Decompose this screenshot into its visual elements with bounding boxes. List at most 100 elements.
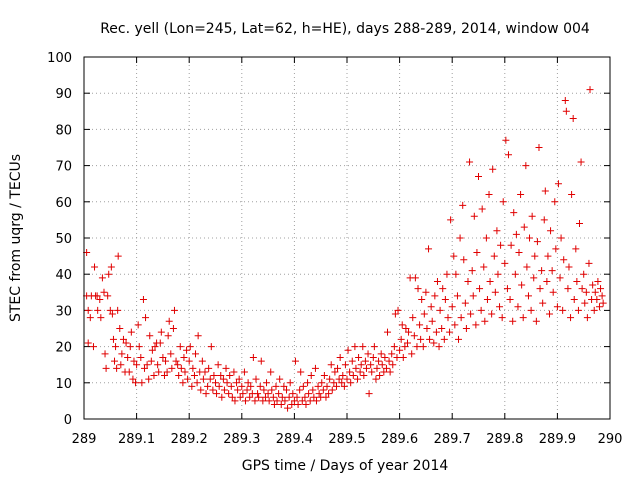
data-point: [272, 382, 280, 390]
data-point: [145, 375, 153, 383]
data-point: [589, 281, 597, 289]
data-point: [524, 292, 532, 300]
data-point: [296, 386, 304, 394]
data-point: [275, 390, 283, 398]
data-point: [170, 306, 178, 314]
data-point: [385, 357, 393, 365]
data-point: [428, 317, 436, 325]
data-point: [368, 368, 376, 376]
data-point: [276, 375, 284, 383]
data-point: [370, 343, 378, 351]
data-point: [481, 317, 489, 325]
data-point: [560, 256, 568, 264]
data-point: [354, 375, 362, 383]
data-point: [84, 306, 92, 314]
data-point: [283, 386, 291, 394]
data-point: [118, 350, 126, 358]
data-point: [539, 299, 547, 307]
data-point: [278, 393, 286, 401]
data-point: [440, 335, 448, 343]
data-point: [117, 361, 125, 369]
data-point: [448, 303, 456, 311]
data-point: [364, 350, 372, 358]
data-point: [569, 115, 577, 123]
x-axis-label: GPS time / Days of year 2014: [242, 458, 449, 474]
data-point: [390, 343, 398, 351]
data-point: [343, 375, 351, 383]
data-point: [297, 368, 305, 376]
data-point: [148, 346, 156, 354]
x-tick-label: 289: [72, 432, 97, 447]
plot-frame: [83, 56, 611, 420]
data-point: [595, 303, 603, 311]
data-point: [307, 372, 315, 380]
data-point: [193, 379, 201, 387]
data-point: [288, 401, 296, 409]
data-point: [267, 368, 275, 376]
data-point: [230, 368, 238, 376]
data-point: [219, 375, 227, 383]
data-point: [240, 368, 248, 376]
data-point: [386, 368, 394, 376]
data-point: [570, 296, 578, 304]
data-point: [480, 263, 488, 271]
data-point: [568, 191, 576, 199]
data-point: [533, 238, 541, 246]
data-point: [252, 375, 260, 383]
data-point: [499, 198, 507, 206]
data-point: [549, 288, 557, 296]
data-point: [84, 339, 92, 347]
data-point: [380, 368, 388, 376]
data-point: [583, 314, 591, 322]
data-point: [476, 285, 484, 293]
data-point: [504, 151, 512, 159]
data-point: [213, 390, 221, 398]
data-point: [286, 379, 294, 387]
data-point: [594, 277, 602, 285]
data-point: [486, 277, 494, 285]
data-point: [298, 397, 306, 405]
data-point: [490, 252, 498, 260]
data-point: [393, 353, 401, 361]
data-point: [265, 397, 273, 405]
data-point: [243, 386, 251, 394]
data-point: [199, 375, 207, 383]
data-point: [556, 274, 564, 282]
data-point: [231, 397, 239, 405]
chart-title: Rec. yell (Lon=245, Lat=62, h=HE), days …: [100, 21, 590, 37]
data-point: [105, 270, 113, 278]
data-point: [249, 353, 257, 361]
data-point: [256, 382, 264, 390]
data-point: [322, 393, 330, 401]
data-point: [496, 303, 504, 311]
data-point: [378, 361, 386, 369]
data-point: [523, 263, 531, 271]
data-point: [122, 339, 130, 347]
data-point: [127, 328, 135, 336]
data-point: [302, 401, 310, 409]
data-point: [163, 368, 171, 376]
data-point: [519, 314, 527, 322]
data-point: [416, 321, 424, 329]
data-point: [426, 335, 434, 343]
x-tick-label: 289.4: [276, 432, 313, 447]
data-point: [553, 303, 561, 311]
data-point: [562, 107, 570, 115]
data-point: [197, 386, 205, 394]
data-point: [330, 379, 338, 387]
data-point: [264, 390, 272, 398]
data-point: [399, 353, 407, 361]
data-point: [134, 321, 142, 329]
data-point: [565, 263, 573, 271]
data-point: [581, 299, 589, 307]
data-point: [396, 346, 404, 354]
data-point: [126, 343, 134, 351]
data-point: [206, 375, 214, 383]
data-point: [326, 375, 334, 383]
data-point: [377, 350, 385, 358]
data-point: [212, 379, 219, 387]
data-point: [349, 372, 357, 380]
x-tick-label: 289.3: [223, 432, 260, 447]
data-point: [320, 372, 328, 380]
y-tick-label: 50: [55, 232, 72, 247]
